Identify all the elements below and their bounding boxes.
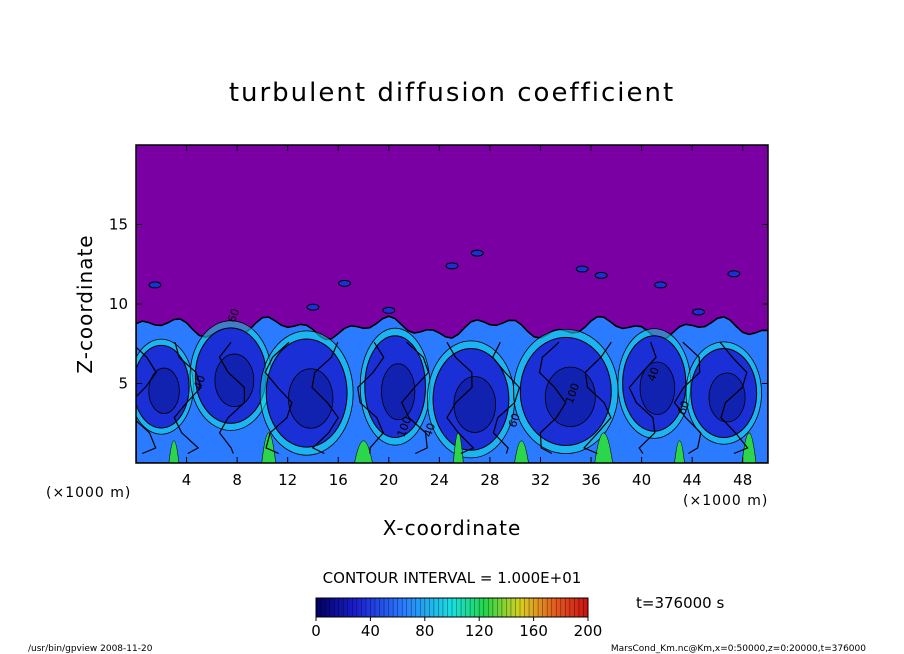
contour-line [446, 341, 475, 455]
contour-line [673, 341, 702, 455]
colorbar-tick-label: 120 [465, 622, 494, 640]
turbulent-patch [575, 265, 589, 273]
y-tick-label: 10 [109, 295, 128, 313]
x-tick-label: 16 [329, 471, 348, 489]
contour-line [538, 341, 567, 455]
colorbar-tick-label: 80 [415, 622, 434, 640]
contour-label: 40 [421, 421, 438, 439]
colorbar-tick-label: 0 [311, 622, 321, 640]
contour-label: 40 [645, 366, 662, 384]
x-tick-label: 12 [278, 471, 297, 489]
contour-label: 40 [191, 374, 208, 392]
colorbar-stripes [320, 598, 584, 617]
surface-plume [741, 432, 757, 463]
x-axis-unit: (×1000 m) [683, 493, 768, 509]
turbulent-patch [382, 306, 396, 314]
turbulent-patch [148, 281, 162, 289]
contour-line [628, 341, 657, 454]
colorbar-tick-label: 40 [361, 622, 380, 640]
turbulent-patch [338, 279, 352, 287]
turbulent-patch [691, 308, 705, 316]
colorbar-ticks: 0 40 80 120 160 200 [311, 617, 602, 640]
colorbar-tick-label: 200 [574, 622, 603, 640]
x-tick-label: 20 [379, 471, 398, 489]
x-ticks: 4 8 12 16 20 24 28 32 36 40 44 48 [182, 145, 752, 489]
contour-line [311, 341, 339, 455]
x-tick-label: 28 [480, 471, 499, 489]
cell-core [453, 376, 497, 433]
turbulent-patch [470, 249, 484, 257]
contour-line [218, 341, 245, 454]
turbulent-patch [654, 281, 668, 289]
contour-line [491, 341, 521, 454]
contour-label: 60 [506, 412, 523, 430]
time-label: t=376000 s [636, 594, 724, 612]
y-tick-label: 15 [109, 216, 128, 234]
contour-interval: CONTOUR INTERVAL = 1.000E+01 [323, 569, 582, 587]
x-tick-label: 40 [632, 471, 651, 489]
x-tick-label: 8 [232, 471, 242, 489]
cell-core [148, 367, 180, 414]
x-tick-label: 36 [581, 471, 600, 489]
x-tick-label: 44 [683, 471, 702, 489]
y-tick-label: 5 [118, 375, 128, 393]
surface-plume [594, 432, 613, 463]
turbulent-patch [306, 303, 320, 311]
contour-line [136, 346, 157, 455]
contour-line [583, 341, 612, 455]
x-tick-label: 48 [733, 471, 752, 489]
x-tick-label: 4 [182, 471, 192, 489]
x-tick-label: 24 [430, 471, 449, 489]
x-axis-label: X-coordinate [383, 516, 522, 540]
contour-line [173, 342, 202, 455]
cell-core [381, 363, 416, 421]
cell-core [288, 368, 334, 429]
contour-line [400, 341, 430, 455]
turbulent-patch [594, 271, 608, 279]
turbulent-patch [727, 270, 741, 278]
contour-line [719, 341, 749, 455]
cell-core [708, 372, 746, 423]
footer-right: MarsCond_Km.nc@Km,x=0:50000,z=0:20000,t=… [611, 644, 866, 654]
x-tick-label: 32 [531, 471, 550, 489]
colorbar-tick-label: 160 [519, 622, 548, 640]
contour-label: 60 [225, 307, 242, 325]
footer-left: /usr/bin/gpview 2008-11-20 [28, 644, 153, 654]
contour-line [357, 341, 385, 454]
chart-title: turbulent diffusion coefficient [229, 78, 675, 108]
cell-core [639, 361, 676, 415]
turbulent-patch [445, 262, 459, 270]
contour-line [264, 341, 293, 455]
contour-label: 60 [675, 399, 692, 417]
y-ticks: 5 10 15 [109, 216, 768, 393]
y-axis-label: Z-coordinate [73, 234, 97, 373]
cell-core [214, 353, 255, 407]
cell-core [544, 366, 596, 427]
y-axis-unit: (×1000 m) [46, 485, 131, 501]
